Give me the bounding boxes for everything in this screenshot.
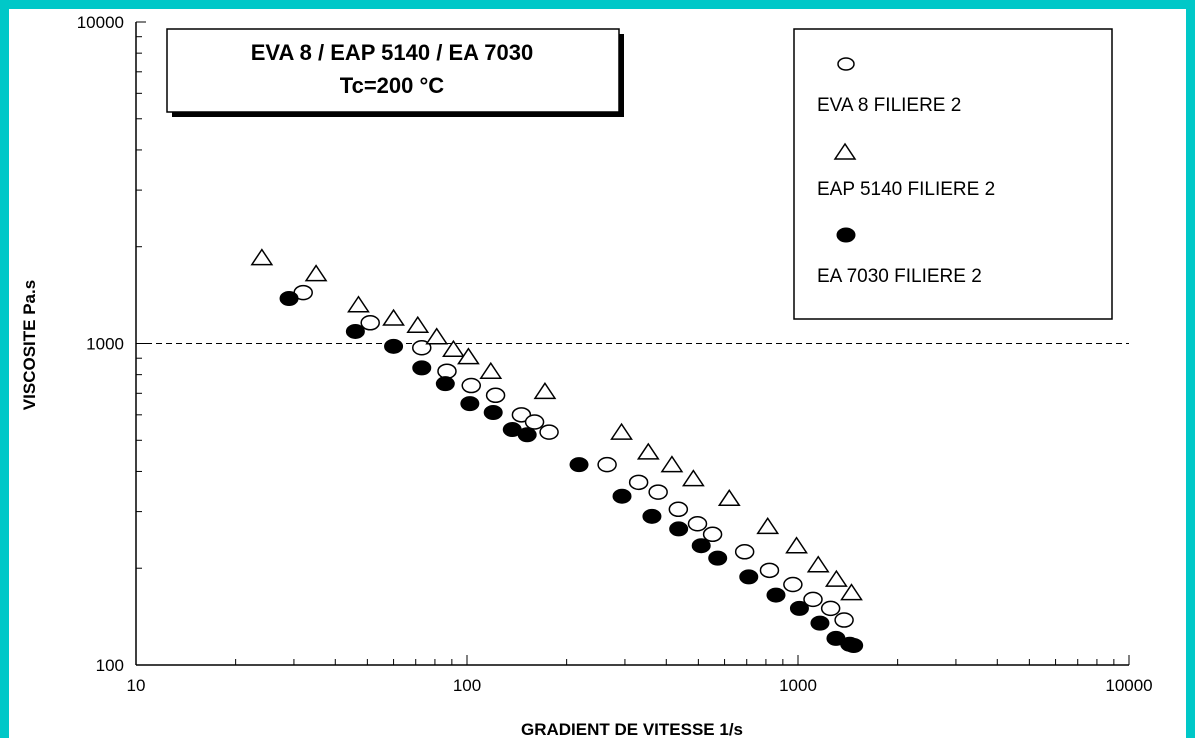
legend-label-eva8: EVA 8 FILIERE 2	[817, 95, 961, 116]
data-point-eva8	[462, 379, 480, 393]
data-point-eap5140	[612, 424, 632, 439]
data-point-ea7030	[845, 638, 863, 652]
title-box: EVA 8 / EAP 5140 / EA 7030 Tc=200 °C	[167, 29, 624, 117]
data-point-eap5140	[306, 266, 326, 281]
data-point-eva8	[784, 577, 802, 591]
data-point-eva8	[361, 316, 379, 330]
data-point-ea7030	[790, 601, 808, 615]
x-axis-title: GRADIENT DE VITESSE 1/s	[521, 720, 743, 738]
data-point-eva8	[760, 563, 778, 577]
legend-marker-filled-circle	[837, 228, 855, 242]
legend: EVA 8 FILIERE 2 EAP 5140 FILIERE 2 EA 70…	[794, 29, 1112, 319]
data-point-eva8	[540, 425, 558, 439]
data-point-eva8	[835, 613, 853, 627]
data-point-eap5140	[719, 490, 739, 505]
legend-label-ea7030: EA 7030 FILIERE 2	[817, 266, 982, 287]
x-tick-label: 10000	[1105, 676, 1152, 695]
data-point-eap5140	[808, 557, 828, 572]
legend-label-eap5140: EAP 5140 FILIERE 2	[817, 179, 995, 200]
data-point-ea7030	[740, 570, 758, 584]
data-point-eap5140	[683, 471, 703, 486]
data-point-ea7030	[280, 292, 298, 306]
data-point-ea7030	[413, 361, 431, 375]
data-point-ea7030	[570, 458, 588, 472]
x-tick-label: 10	[127, 676, 146, 695]
data-point-eap5140	[535, 383, 555, 398]
data-point-ea7030	[670, 522, 688, 536]
data-point-ea7030	[461, 397, 479, 411]
data-point-eap5140	[638, 444, 658, 459]
data-point-eva8	[736, 545, 754, 559]
data-point-eap5140	[348, 297, 368, 312]
y-axis-title: VISCOSITE Pa.s	[20, 280, 39, 410]
y-tick-label: 1000	[86, 335, 124, 354]
data-point-eap5140	[408, 317, 428, 332]
data-point-ea7030	[709, 551, 727, 565]
x-tick-label: 1000	[779, 676, 817, 695]
data-point-ea7030	[385, 339, 403, 353]
data-point-eap5140	[758, 518, 778, 533]
data-point-eva8	[487, 388, 505, 402]
data-point-eva8	[704, 527, 722, 541]
data-point-ea7030	[643, 509, 661, 523]
data-point-eva8	[669, 502, 687, 516]
data-point-ea7030	[346, 324, 364, 338]
data-point-eva8	[688, 517, 706, 531]
viscosity-chart: 10100100010000100100010000 EVA 8 / EAP 5…	[9, 9, 1186, 738]
legend-marker-open-circle	[838, 58, 854, 70]
data-point-ea7030	[692, 539, 710, 553]
x-tick-label: 100	[453, 676, 481, 695]
data-point-eap5140	[787, 538, 807, 553]
data-point-ea7030	[613, 489, 631, 503]
data-point-eap5140	[662, 457, 682, 472]
y-tick-label: 10000	[77, 13, 124, 32]
data-point-eva8	[526, 415, 544, 429]
data-point-eva8	[438, 364, 456, 378]
data-point-eap5140	[427, 329, 447, 344]
chart-title-line-1: EVA 8 / EAP 5140 / EA 7030	[251, 40, 534, 65]
data-point-eap5140	[826, 571, 846, 586]
data-point-ea7030	[811, 616, 829, 630]
chart-title-line-2: Tc=200 °C	[340, 73, 445, 98]
data-points	[252, 250, 863, 653]
data-point-eap5140	[252, 250, 272, 265]
data-point-eva8	[822, 601, 840, 615]
data-point-eap5140	[384, 310, 404, 325]
data-point-eva8	[630, 475, 648, 489]
data-point-ea7030	[767, 588, 785, 602]
data-point-ea7030	[484, 406, 502, 420]
data-point-ea7030	[436, 377, 454, 391]
data-point-eap5140	[481, 363, 501, 378]
data-point-eva8	[649, 485, 667, 499]
y-tick-label: 100	[96, 656, 124, 675]
data-point-eva8	[598, 458, 616, 472]
data-point-ea7030	[518, 428, 536, 442]
chart-frame: 10100100010000100100010000 EVA 8 / EAP 5…	[9, 9, 1186, 738]
